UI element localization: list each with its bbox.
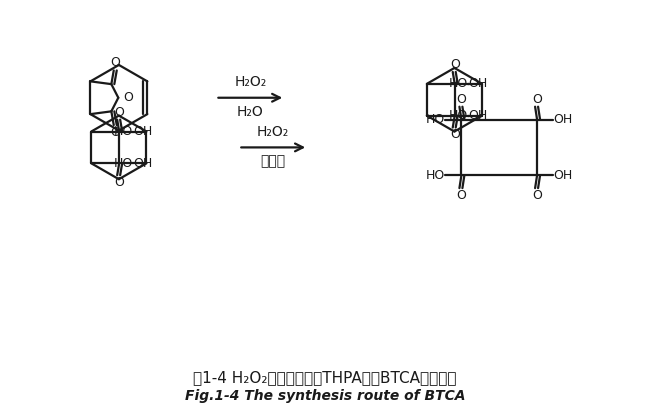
Text: O: O	[532, 93, 542, 106]
Text: O: O	[456, 93, 466, 106]
Text: OH: OH	[553, 113, 572, 126]
Text: 图1-4 H₂O₂为氧化剂氧化THPA合成BTCA反应路线: 图1-4 H₂O₂为氧化剂氧化THPA合成BTCA反应路线	[193, 370, 457, 385]
Text: O: O	[114, 176, 124, 188]
Text: HO: HO	[449, 109, 468, 122]
Text: HO: HO	[426, 113, 445, 126]
Text: Fig.1-4 The synthesis route of BTCA: Fig.1-4 The synthesis route of BTCA	[185, 389, 465, 403]
Text: O: O	[124, 91, 133, 104]
Text: H₂O: H₂O	[237, 105, 264, 119]
Text: HO: HO	[426, 169, 445, 182]
Text: OH: OH	[469, 109, 488, 122]
Text: 催化剂: 催化剂	[261, 154, 286, 168]
Text: OH: OH	[553, 169, 572, 182]
Text: OH: OH	[133, 157, 152, 170]
Text: OH: OH	[469, 77, 488, 90]
Text: HO: HO	[113, 157, 133, 170]
Text: O: O	[532, 188, 542, 201]
Text: HO: HO	[449, 77, 468, 90]
Text: H₂O₂: H₂O₂	[257, 125, 289, 138]
Text: O: O	[114, 106, 124, 119]
Text: O: O	[456, 188, 466, 201]
Text: HO: HO	[113, 125, 133, 138]
Text: H₂O₂: H₂O₂	[234, 75, 266, 89]
Text: O: O	[110, 126, 120, 140]
Text: O: O	[450, 58, 460, 71]
Text: O: O	[450, 128, 460, 141]
Text: O: O	[110, 56, 120, 69]
Text: OH: OH	[133, 125, 152, 138]
